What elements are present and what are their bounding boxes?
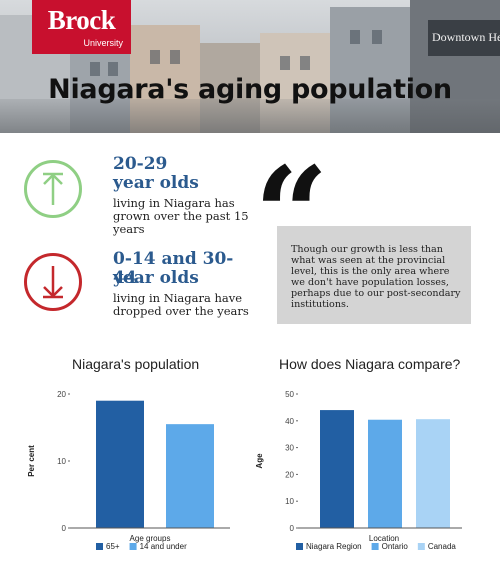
y-tick-label: 20 [57, 390, 66, 399]
legend-label: Canada [428, 542, 457, 551]
logo-wordmark: Brock [47, 5, 116, 35]
legend-swatch [129, 543, 137, 550]
stat-heading-2b: year olds [113, 268, 199, 288]
chart-2-title: How does Niagara compare? [279, 356, 461, 372]
quote-box: Though our growth is less than what was … [277, 226, 471, 324]
window [350, 30, 360, 44]
brock-logo: Brock University [32, 0, 131, 54]
y-tick-label: 10 [57, 457, 66, 466]
legend-label: Ontario [382, 542, 409, 551]
y-tick-label: 30 [285, 444, 294, 453]
bar [416, 419, 450, 528]
window [300, 56, 310, 70]
bar [368, 419, 402, 528]
window [280, 56, 290, 70]
legend-label: Niagara Region [306, 542, 362, 551]
y-tick-label: 10 [285, 497, 294, 506]
arrow-up-icon [24, 160, 82, 218]
y-tick-label: 50 [285, 390, 294, 399]
stat-heading-2a: 0-14 and 30-44 [113, 249, 234, 288]
x-axis-label: Location [369, 534, 399, 543]
window [108, 62, 118, 76]
legend-swatch [96, 543, 103, 550]
legend-label: 14 and under [140, 542, 187, 551]
y-tick-label: 0 [62, 524, 67, 533]
y-tick-label: 20 [285, 470, 294, 479]
logo-subtitle: University [83, 38, 123, 48]
legend-label: 65+ [106, 542, 120, 551]
bar [96, 400, 144, 528]
window [372, 30, 382, 44]
street [0, 99, 500, 133]
x-axis-label: Age groups [130, 534, 171, 543]
storefront-sign: Downtown Health [428, 20, 500, 56]
bar [166, 424, 214, 528]
window [170, 50, 180, 64]
stat-body-2: living in Niagara have dropped over the … [113, 291, 249, 318]
stat-heading-1a: 20-29 [113, 154, 168, 174]
header-banner: Downtown Health Brock University Niagara… [0, 0, 500, 133]
y-axis-label: Age [255, 453, 264, 469]
window [150, 50, 160, 64]
legend-swatch [371, 543, 379, 550]
storefront-sign-text: Downtown Health [432, 30, 500, 44]
window [90, 62, 100, 76]
page-title: Niagara's aging population [48, 74, 452, 105]
y-tick-label: 0 [290, 524, 295, 533]
arrow-down-icon [24, 253, 82, 311]
y-axis-label: Per cent [27, 445, 36, 477]
bar [320, 410, 354, 528]
legend-swatch [417, 543, 425, 550]
stat-heading-1b: year olds [113, 173, 199, 193]
stat-body-1: living in Niagara has grown over the pas… [113, 196, 249, 236]
legend-swatch [296, 543, 303, 550]
y-tick-label: 40 [285, 417, 294, 426]
quote-text: Though our growth is less than what was … [291, 244, 461, 310]
chart-1-title: Niagara's population [72, 356, 200, 372]
